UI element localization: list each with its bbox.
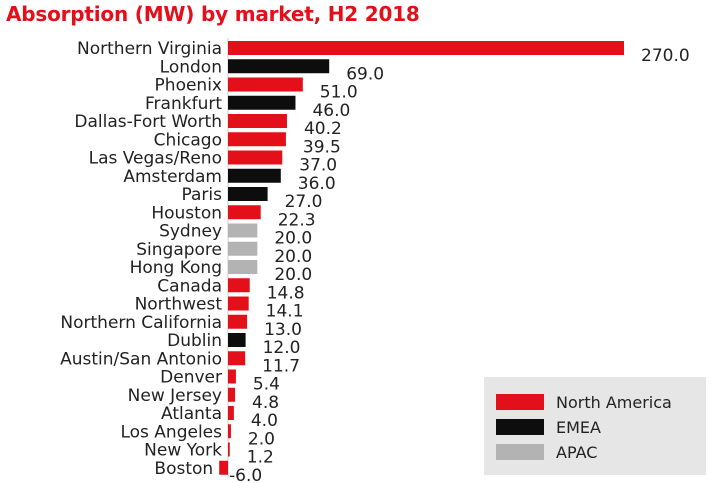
value-label-northwest: 14.1: [266, 302, 304, 322]
bar-northern-virginia: [228, 41, 624, 55]
category-label-northwest: Northwest: [135, 295, 223, 315]
category-label-phoenix: Phoenix: [155, 76, 222, 96]
value-label-houston: 22.3: [278, 210, 316, 230]
bar-dublin: [228, 333, 246, 347]
bar-atlanta: [228, 406, 234, 420]
value-label-chicago: 39.5: [303, 137, 341, 157]
category-label-houston: Houston: [151, 203, 222, 223]
value-label-denver: 5.4: [253, 375, 280, 395]
category-label-las-vegas-reno: Las Vegas/Reno: [89, 149, 222, 169]
legend-label-apac: APAC: [556, 442, 598, 462]
category-label-paris: Paris: [182, 185, 223, 205]
value-label-las-vegas-reno: 37.0: [299, 156, 337, 176]
category-label-london: London: [160, 57, 222, 77]
bar-hong-kong: [228, 260, 258, 274]
chart-title: Absorption (MW) by market, H2 2018: [6, 2, 420, 26]
legend-label-emea: EMEA: [556, 417, 601, 437]
bar-las-vegas-reno: [228, 150, 283, 165]
bar-new-jersey: [228, 387, 236, 402]
category-label-atlanta: Atlanta: [161, 404, 222, 424]
legend-swatch-emea: [496, 419, 544, 435]
value-labels-group: 270.0 69.051.046.040.239.537.036.027.022.…: [229, 46, 690, 483]
bar-los-angeles: [228, 424, 231, 439]
category-label-austin-san-antonio: Austin/San Antonio: [60, 349, 222, 369]
category-label-dublin: Dublin: [167, 331, 222, 351]
category-label-northern-california: Northern California: [60, 313, 222, 333]
value-label-northern-virginia: 270.0: [641, 46, 690, 66]
category-label-northern-virginia: Northern Virginia: [77, 39, 222, 59]
category-label-new-jersey: New Jersey: [128, 386, 222, 406]
legend-item-apac: APAC: [496, 441, 597, 463]
category-label-los-angeles: Los Angeles: [120, 422, 222, 442]
bar-amsterdam: [228, 168, 281, 183]
legend: North America EMEA APAC: [484, 377, 706, 475]
bar-canada: [228, 278, 250, 293]
bar-new-york: [228, 442, 230, 457]
bar-northern-california: [228, 314, 248, 329]
value-label-new-york: 1.2: [247, 448, 274, 468]
category-label-denver: Denver: [160, 368, 222, 388]
value-label-hong-kong: 20.0: [274, 265, 312, 285]
bar-frankfurt: [228, 95, 296, 110]
category-label-amsterdam: Amsterdam: [123, 167, 222, 187]
category-label-chicago: Chicago: [154, 130, 222, 150]
bar-denver: [228, 369, 236, 384]
legend-swatch-north-america: [496, 394, 544, 410]
legend-label-north-america: North America: [556, 392, 672, 412]
value-label-canada: 14.8: [267, 283, 305, 303]
category-label-dallas-fort-worth: Dallas-Fort Worth: [74, 112, 222, 132]
legend-item-north-america: North America: [496, 391, 672, 413]
bar-london: [228, 59, 330, 74]
bar-singapore: [228, 241, 258, 256]
category-labels-group: Northern VirginiaLondonPhoenixFrankfurtD…: [60, 39, 222, 479]
bar-chicago: [228, 132, 286, 147]
category-label-frankfurt: Frankfurt: [145, 94, 222, 114]
category-label-boston: Boston: [154, 459, 213, 479]
bar-dallas-fort-worth: [228, 114, 287, 128]
bars-group: [219, 41, 624, 475]
category-label-singapore: Singapore: [136, 240, 222, 260]
value-label-los-angeles: 2.0: [248, 429, 275, 449]
bar-boston: [219, 460, 228, 475]
bar-austin-san-antonio: [228, 351, 246, 366]
value-label-northern-california: 13.0: [264, 320, 302, 340]
bar-paris: [228, 187, 268, 201]
value-label-dallas-fort-worth: 40.2: [304, 119, 342, 139]
value-label-phoenix: 51.0: [320, 83, 358, 103]
legend-swatch-apac: [496, 444, 544, 460]
category-label-sydney: Sydney: [159, 222, 222, 242]
value-label-singapore: 20.0: [274, 247, 312, 267]
value-label-new-jersey: 4.8: [252, 393, 279, 413]
value-label-frankfurt: 46.0: [312, 101, 350, 121]
value-label-sydney: 20.0: [274, 229, 312, 249]
value-label-london: 69.0: [346, 64, 384, 84]
category-label-hong-kong: Hong Kong: [130, 258, 222, 278]
bar-northwest: [228, 296, 249, 311]
value-label-atlanta: 4.0: [251, 411, 278, 431]
value-label-boston: -6.0: [229, 466, 262, 483]
value-label-dublin: 12.0: [263, 338, 301, 358]
category-label-new-york: New York: [144, 441, 222, 461]
value-label-austin-san-antonio: 11.7: [262, 356, 300, 376]
bar-sydney: [228, 223, 258, 238]
category-label-canada: Canada: [157, 276, 222, 296]
legend-item-emea: EMEA: [496, 416, 601, 438]
bar-phoenix: [228, 77, 303, 92]
bar-houston: [228, 205, 261, 220]
value-label-amsterdam: 36.0: [298, 174, 336, 194]
value-label-paris: 27.0: [285, 192, 323, 212]
